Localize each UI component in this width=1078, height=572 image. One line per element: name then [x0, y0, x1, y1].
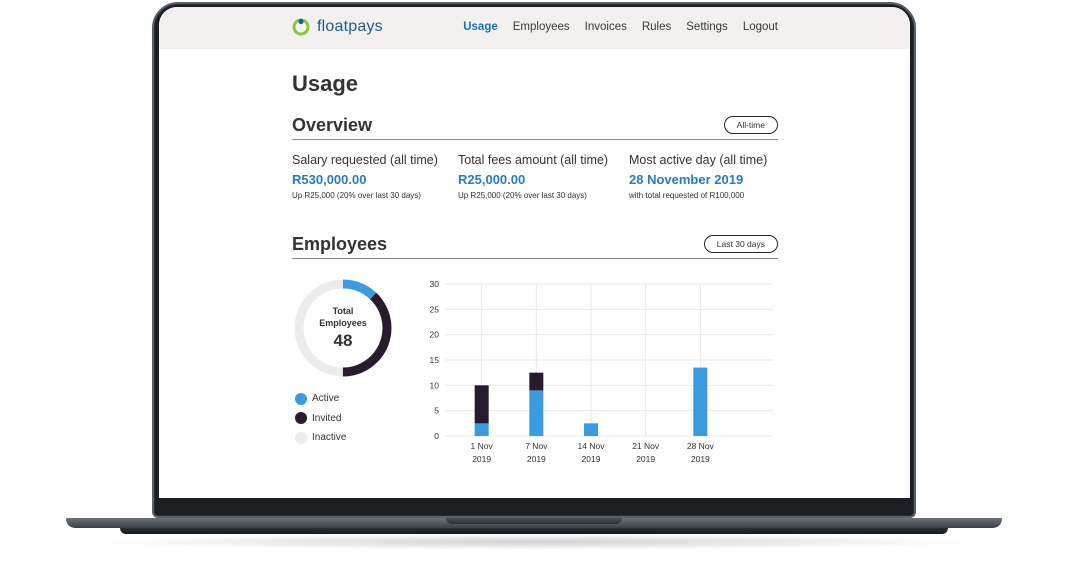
- logo-text: floatpays: [317, 18, 383, 35]
- x-tick-label: 2019: [636, 454, 655, 464]
- stat-label: Salary requested (all time): [292, 153, 438, 167]
- y-tick-label: 20: [430, 330, 440, 340]
- stat-value: 28 November 2019: [629, 172, 744, 187]
- nav-logout[interactable]: Logout: [742, 21, 778, 33]
- x-tick-label: 28 Nov: [687, 441, 715, 451]
- stat-value: R25,000.00: [458, 172, 526, 187]
- stat-most-active-day: Most active day (all time) 28 November 2…: [629, 153, 767, 200]
- bar-segment-invited: [474, 385, 489, 424]
- stat-value: R530,000.00: [292, 172, 367, 187]
- nav-usage[interactable]: Usage: [463, 21, 498, 33]
- donut-label-line2: Employees: [319, 318, 367, 328]
- laptop-shadow: [90, 534, 980, 550]
- employees-header: Employees Last 30 days: [292, 234, 778, 259]
- donut-segment-inactive: [294, 279, 392, 377]
- logo[interactable]: floatpays: [291, 17, 383, 37]
- bar-segment-active: [529, 390, 544, 436]
- total-employees-count: 48: [333, 331, 353, 350]
- legend-dot-active: [295, 392, 307, 405]
- laptop-hinge-notch: [446, 518, 622, 524]
- stat-subtext: Up R25,000 (20% over last 30 days): [292, 191, 421, 200]
- stat-subtext: Up R25,000 (20% over last 30 days): [458, 191, 587, 200]
- overview-title: Overview: [292, 115, 373, 135]
- donut-chart: [294, 279, 392, 377]
- overview-timeframe-button[interactable]: All-time: [723, 116, 778, 134]
- bar-segment-active: [693, 367, 708, 436]
- donut-center: Total Employees 48: [291, 305, 395, 351]
- y-tick-label: 10: [430, 380, 440, 390]
- stat-label: Total fees amount (all time): [458, 153, 609, 167]
- donut-legend: Active Invited Inactive: [295, 389, 346, 448]
- stat-total-fees: Total fees amount (all time) R25,000.00 …: [458, 153, 608, 200]
- nav-rules[interactable]: Rules: [641, 21, 672, 33]
- bar-segment-active: [584, 423, 598, 436]
- legend-item-active: Active: [295, 389, 346, 409]
- y-tick-label: 15: [430, 355, 440, 365]
- bar-segment-active: [474, 423, 489, 436]
- stat-label: Most active day (all time): [629, 153, 768, 167]
- nav-settings[interactable]: Settings: [686, 21, 728, 33]
- x-tick-label: 2019: [527, 454, 546, 464]
- x-tick-label: 2019: [582, 454, 601, 464]
- x-tick-label: 1 Nov: [471, 441, 494, 451]
- y-tick-label: 30: [430, 279, 440, 289]
- logo-ring-icon: [292, 18, 310, 36]
- laptop-screen: floatpays Usage Employees Invoices Rules…: [159, 7, 910, 498]
- legend-label: Invited: [312, 412, 342, 424]
- legend-dot-inactive: [295, 431, 307, 444]
- total-employees-donut: Total Employees 48: [291, 276, 395, 380]
- top-navbar: floatpays Usage Employees Invoices Rules…: [159, 7, 910, 49]
- legend-label: Active: [312, 393, 340, 405]
- x-tick-label: 2019: [472, 454, 491, 464]
- nav-employees[interactable]: Employees: [512, 21, 570, 33]
- x-tick-label: 2019: [691, 454, 710, 464]
- y-tick-label: 5: [434, 406, 439, 416]
- employees-title: Employees: [292, 234, 388, 254]
- main-nav: Usage Employees Invoices Rules Settings …: [463, 21, 778, 33]
- legend-item-inactive: Inactive: [295, 428, 346, 448]
- employees-timeframe-button[interactable]: Last 30 days: [703, 235, 778, 253]
- stat-subtext: with total requested of R100,000: [629, 191, 745, 200]
- x-tick-label: 7 Nov: [525, 441, 548, 451]
- legend-label: Inactive: [312, 432, 347, 444]
- bar-segment-invited: [529, 372, 544, 391]
- y-tick-label: 25: [430, 304, 440, 314]
- page-title: Usage: [292, 71, 359, 96]
- donut-label-line1: Total: [332, 306, 354, 316]
- legend-dot-invited: [295, 412, 307, 425]
- x-tick-label: 21 Nov: [632, 441, 660, 451]
- employees-bar-chart: 0 5 10 15 20 25 30 1 Nov 2019 7 Nov 2019 14 Nov 2019…: [430, 279, 773, 464]
- nav-invoices[interactable]: Invoices: [584, 21, 627, 33]
- donut-segment-invited: [294, 279, 392, 377]
- x-tick-label: 14 Nov: [578, 441, 606, 451]
- legend-item-invited: Invited: [295, 409, 346, 429]
- y-tick-label: 0: [434, 431, 439, 441]
- stat-salary-requested: Salary requested (all time) R530,000.00 …: [292, 153, 438, 200]
- overview-header: Overview All-time: [292, 115, 778, 140]
- laptop-base-underside: [120, 528, 948, 534]
